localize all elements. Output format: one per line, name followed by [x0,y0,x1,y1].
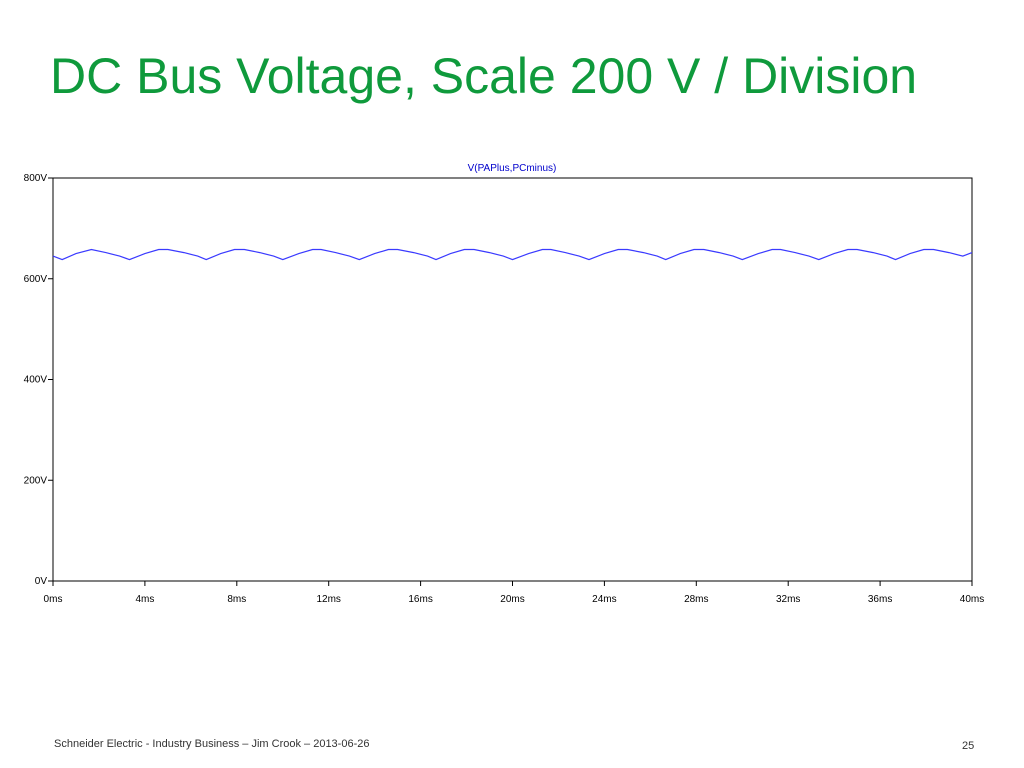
x-tick-label: 28ms [684,594,708,605]
x-tick-label: 16ms [408,594,432,605]
x-tick-label: 40ms [960,594,984,605]
y-tick-label: 0V [35,576,48,587]
y-axis-ticks: 0V 200V 400V 600V 800V [24,173,53,587]
x-axis-ticks: 0ms 4ms 8ms 12ms 16ms 20ms 24ms 28ms 32ms 36ms 40m… [44,581,984,605]
x-tick-label: 0ms [44,594,63,605]
x-tick-label: 4ms [135,594,154,605]
y-tick-label: 600V [24,274,48,285]
page-number: 25 [962,740,975,752]
y-tick-label: 400V [24,375,48,386]
plot-frame [52,177,973,582]
series-label: V(PAPlus,PCminus) [468,163,557,174]
x-tick-label: 32ms [776,594,800,605]
slide-title: DC Bus Voltage, Scale 200 V / Division [50,48,918,104]
footer-text: Schneider Electric - Industry Business –… [54,738,370,750]
x-tick-label: 12ms [316,594,340,605]
x-tick-label: 36ms [868,594,892,605]
y-tick-label: 200V [24,475,48,486]
x-tick-label: 24ms [592,594,616,605]
y-tick-label: 800V [24,173,48,184]
x-tick-label: 8ms [227,594,246,605]
x-tick-label: 20ms [500,594,524,605]
voltage-trace [52,248,973,261]
